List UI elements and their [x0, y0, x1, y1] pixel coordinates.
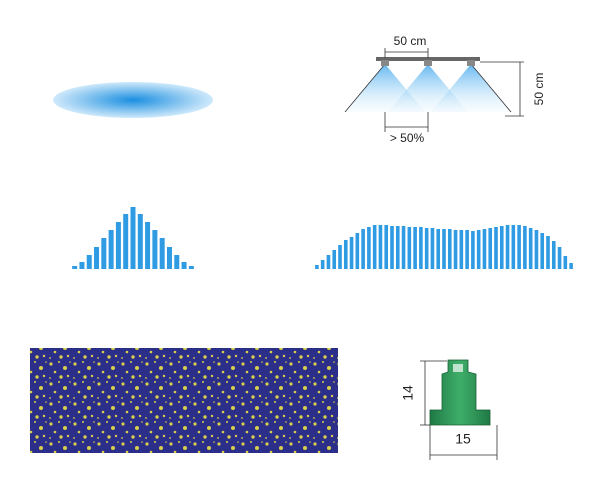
bar — [79, 262, 85, 269]
bar — [137, 214, 143, 269]
coverage-card — [30, 348, 338, 453]
spacing-label: 50 cm — [394, 34, 427, 48]
bar — [494, 227, 498, 269]
bar — [401, 226, 406, 269]
bar — [465, 230, 469, 269]
bar — [413, 227, 417, 269]
bar — [159, 238, 165, 269]
bar — [188, 266, 194, 269]
bar — [390, 226, 394, 269]
bar — [517, 225, 521, 269]
overlap-label: > 50% — [390, 131, 425, 145]
bar — [174, 255, 180, 269]
nozzle: 14 15 — [400, 359, 498, 460]
bar — [152, 230, 158, 269]
bar — [349, 237, 354, 269]
bar — [459, 230, 464, 269]
bar — [86, 255, 92, 269]
bar — [338, 245, 342, 269]
bar — [320, 260, 325, 269]
bar — [488, 228, 493, 269]
bar — [453, 230, 458, 269]
bar — [145, 222, 151, 269]
bar — [482, 229, 487, 269]
bar — [94, 247, 100, 269]
bar — [115, 222, 121, 269]
bar — [447, 229, 452, 269]
distributions — [72, 207, 573, 269]
bar — [395, 226, 400, 269]
bar — [471, 231, 475, 269]
bar — [436, 229, 441, 269]
bar — [181, 262, 187, 269]
bar — [130, 207, 136, 269]
bar — [442, 229, 446, 269]
bar — [384, 225, 389, 269]
bar — [123, 214, 129, 269]
bar — [546, 236, 550, 269]
bar — [355, 233, 360, 269]
height-label: 50 cm — [532, 73, 546, 106]
bar — [332, 250, 337, 269]
bar — [108, 230, 114, 269]
bar — [407, 227, 412, 269]
bar — [534, 230, 539, 269]
bar — [551, 241, 556, 269]
bar — [361, 229, 365, 269]
spray-spot — [53, 82, 213, 118]
bar — [528, 228, 533, 269]
bar — [326, 255, 331, 269]
bar — [563, 256, 568, 269]
bar — [569, 263, 573, 269]
bar — [419, 227, 423, 269]
bar — [505, 225, 510, 269]
boom-diagram: 50 cm 50 cm > 50% — [344, 34, 546, 145]
bar — [378, 225, 383, 269]
bar — [523, 226, 527, 269]
nozzle-width: 15 — [455, 431, 471, 447]
bar — [424, 228, 429, 269]
nozzle-height: 14 — [400, 385, 416, 401]
bar — [166, 247, 172, 269]
bar — [540, 233, 545, 269]
bar — [499, 226, 504, 269]
bar — [476, 230, 481, 269]
bar — [511, 225, 516, 269]
bar — [372, 225, 377, 269]
bar — [72, 266, 78, 269]
bar — [557, 247, 562, 269]
bar — [343, 240, 348, 269]
bar — [430, 228, 435, 269]
bar — [101, 238, 107, 269]
bar — [367, 227, 371, 269]
bar — [315, 265, 319, 269]
